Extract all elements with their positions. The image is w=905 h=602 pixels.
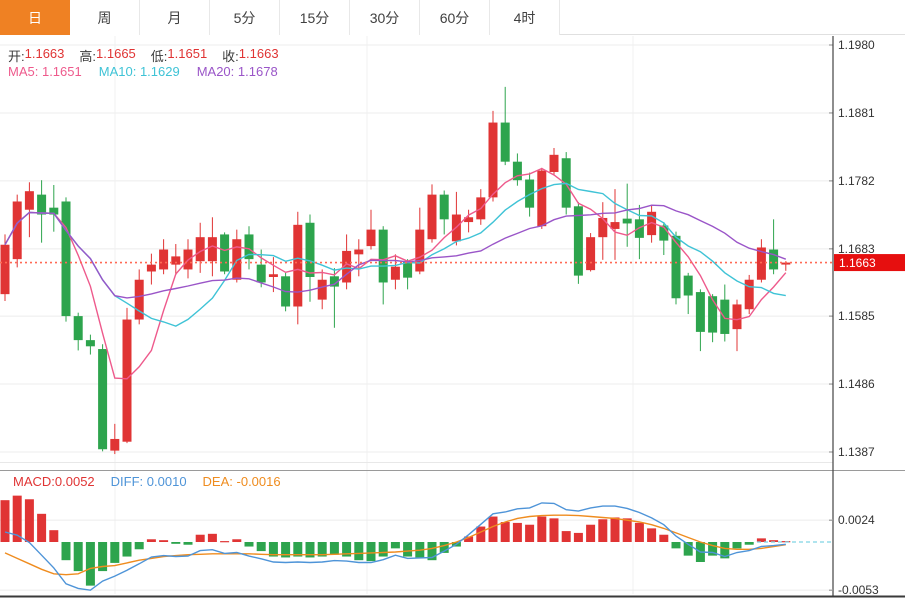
tab-30min[interactable]: 30分 bbox=[350, 0, 420, 35]
tab-month[interactable]: 月 bbox=[140, 0, 210, 35]
axis-label: 1.1782 bbox=[838, 174, 875, 188]
candles-layer bbox=[0, 86, 791, 455]
axis-label: 1.1663 bbox=[839, 256, 876, 270]
axis-label: 1.1683 bbox=[838, 242, 875, 256]
ma5-line bbox=[4, 167, 787, 380]
axis-label: 1.1980 bbox=[838, 38, 875, 52]
tab-4hour[interactable]: 4时 bbox=[490, 0, 560, 35]
axis-label: 1.1486 bbox=[838, 377, 875, 391]
tab-week[interactable]: 周 bbox=[70, 0, 140, 35]
macd-panel: 0.0024 -0.0053 bbox=[0, 495, 879, 597]
ma10-line bbox=[4, 182, 786, 327]
ma20-line bbox=[4, 204, 787, 299]
period-tabbar: 日 周 月 5分 15分 30分 60分 4时 bbox=[0, 0, 905, 35]
tab-5min[interactable]: 5分 bbox=[210, 0, 280, 35]
axis-label: 0.0024 bbox=[838, 513, 875, 527]
axis-label: 1.1585 bbox=[838, 309, 875, 323]
tab-15min[interactable]: 15分 bbox=[280, 0, 350, 35]
current-price-tag: 1.1663 bbox=[834, 254, 905, 272]
axis-label: -0.0053 bbox=[838, 583, 879, 597]
diff-line bbox=[4, 502, 786, 591]
tab-60min[interactable]: 60分 bbox=[420, 0, 490, 35]
gridlines bbox=[0, 36, 905, 594]
tab-day[interactable]: 日 bbox=[0, 0, 70, 35]
axis-label: 1.1387 bbox=[838, 445, 875, 459]
dea-line bbox=[4, 514, 786, 576]
axis-label: 1.1881 bbox=[838, 106, 875, 120]
price-axis: 1.1980 1.1881 1.1782 1.1683 1.1585 1.1486 1.13… bbox=[0, 36, 905, 598]
